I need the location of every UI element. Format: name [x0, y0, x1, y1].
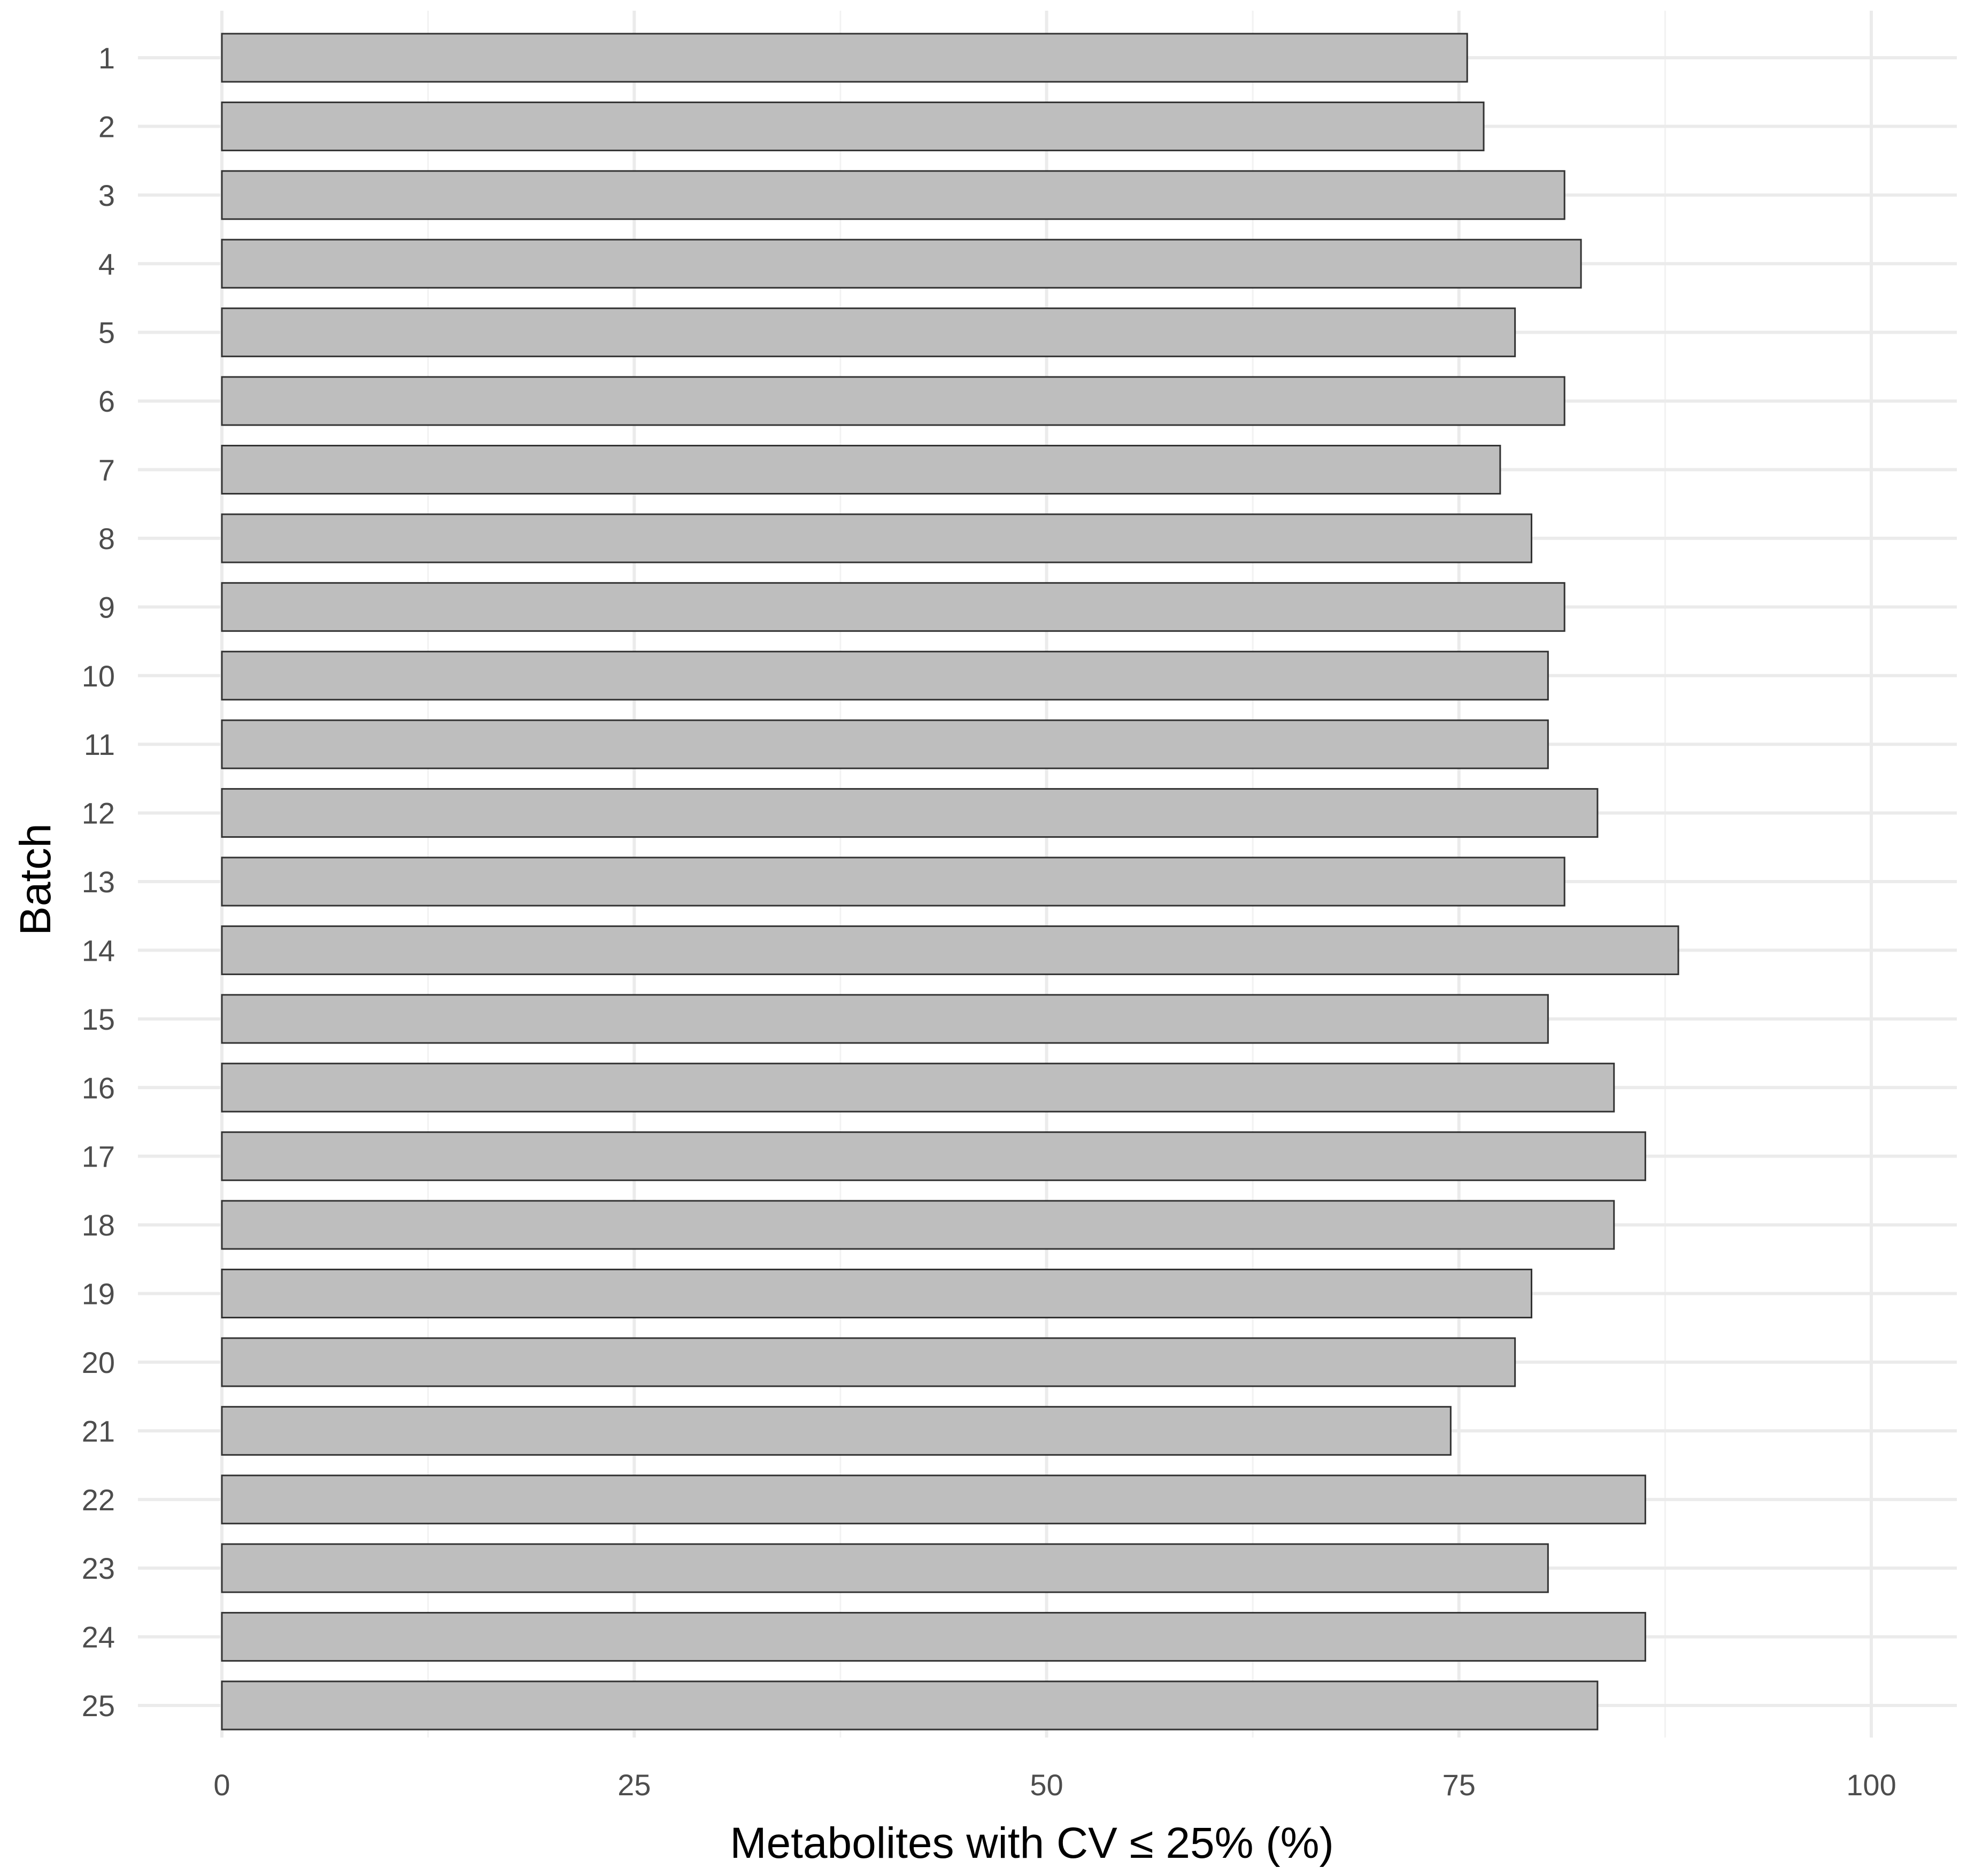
bar-batch-21 [221, 1406, 1452, 1456]
x-tick-labels: 0 25 50 75 100 [213, 1768, 1896, 1802]
x-tick-label: 0 [213, 1768, 230, 1802]
bar-batch-1 [221, 33, 1468, 83]
bar-batch-19 [221, 1269, 1532, 1318]
y-tick-label: 2 [98, 110, 115, 143]
bar-batch-2 [221, 101, 1485, 151]
x-axis-title: Metabolites with CV ≤ 25% (%) [730, 1819, 1334, 1867]
bars [221, 33, 1679, 1731]
y-tick-label: 25 [82, 1689, 115, 1723]
y-tick-label: 16 [82, 1071, 115, 1105]
y-tick-label: 3 [98, 179, 115, 212]
y-axis-title: Batch [11, 823, 60, 936]
bar-batch-12 [221, 788, 1599, 838]
y-tick-label: 12 [82, 797, 115, 830]
y-tick-label: 24 [82, 1620, 115, 1654]
y-tick-label: 14 [82, 933, 115, 967]
bar-batch-3 [221, 170, 1565, 220]
y-tick-label: 4 [98, 247, 115, 281]
x-tick-label: 75 [1443, 1768, 1476, 1802]
bar-batch-16 [221, 1062, 1615, 1113]
x-tick-label: 25 [618, 1768, 651, 1802]
bar-batch-4 [221, 238, 1582, 289]
y-tick-label: 7 [98, 453, 115, 487]
y-tick-label: 1 [98, 41, 115, 75]
bar-batch-6 [221, 376, 1565, 426]
x-tick-label: 50 [1030, 1768, 1063, 1802]
y-tick-label: 22 [82, 1483, 115, 1517]
bar-batch-18 [221, 1200, 1615, 1250]
y-tick-label: 19 [82, 1277, 115, 1311]
y-tick-label: 9 [98, 590, 115, 624]
y-tick-label: 10 [82, 659, 115, 693]
y-tick-label: 23 [82, 1551, 115, 1585]
bar-batch-25 [221, 1680, 1599, 1731]
y-tick-label: 20 [82, 1346, 115, 1379]
bar-batch-10 [221, 651, 1549, 701]
bar-batch-24 [221, 1612, 1646, 1662]
y-tick-label: 5 [98, 316, 115, 350]
y-tick-label: 8 [98, 522, 115, 555]
y-tick-label: 17 [82, 1140, 115, 1174]
bar-batch-14 [221, 925, 1679, 975]
bar-batch-15 [221, 994, 1549, 1044]
bar-batch-7 [221, 445, 1501, 495]
y-tick-labels: 1234567891011121314151617181920212223242… [82, 41, 115, 1723]
bar-batch-17 [221, 1131, 1646, 1182]
bar-batch-20 [221, 1337, 1516, 1387]
y-tick-label: 21 [82, 1414, 115, 1448]
y-tick-label: 15 [82, 1002, 115, 1036]
y-tick-label: 6 [98, 384, 115, 418]
bar-batch-23 [221, 1543, 1549, 1593]
y-tick-label: 13 [82, 865, 115, 899]
bar-batch-5 [221, 307, 1516, 358]
x-tick-label: 100 [1846, 1768, 1896, 1802]
bar-batch-22 [221, 1474, 1646, 1525]
y-tick-label: 18 [82, 1208, 115, 1242]
y-tick-label: 11 [84, 728, 115, 761]
bar-batch-8 [221, 513, 1532, 563]
bar-batch-13 [221, 856, 1565, 907]
bar-batch-11 [221, 719, 1549, 769]
bar-batch-9 [221, 582, 1565, 632]
